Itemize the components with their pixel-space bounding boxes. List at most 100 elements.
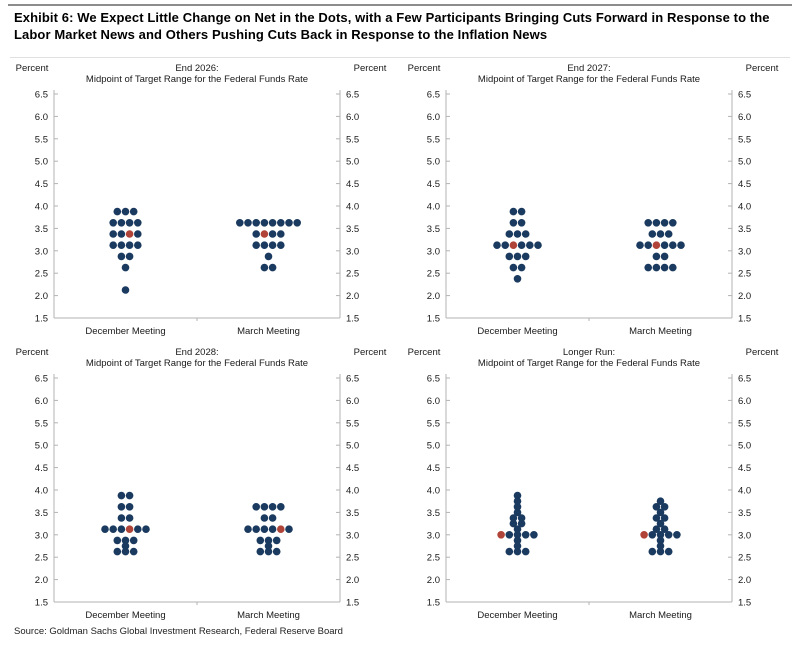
y-tick-label-left: 6.5 xyxy=(427,90,440,101)
y-tick-label-left: 3.0 xyxy=(427,246,440,257)
y-tick-label-left: 2.0 xyxy=(427,291,440,302)
fomc-dot xyxy=(260,219,269,227)
y-tick-label-left: 2.0 xyxy=(35,291,48,302)
y-axis-unit-label-left: Percent xyxy=(408,63,441,74)
y-tick-label-left: 4.5 xyxy=(35,179,48,190)
fomc-dot xyxy=(513,508,522,517)
fomc-dot xyxy=(669,241,677,249)
top-rule xyxy=(8,4,792,6)
fomc-dot xyxy=(252,219,260,227)
y-tick-label-left: 3.5 xyxy=(35,224,48,235)
fomc-dot xyxy=(268,230,277,238)
gs-forecast-dot xyxy=(509,241,518,249)
fomc-dot xyxy=(509,219,518,227)
fomc-dot xyxy=(272,547,281,556)
fomc-dot xyxy=(644,241,652,249)
fomc-dot xyxy=(125,252,134,261)
y-tick-label-right: 3.5 xyxy=(346,224,359,235)
fomc-dot xyxy=(493,241,501,249)
fomc-dot xyxy=(113,536,122,545)
exhibit-header: Exhibit 6: We Expect Little Change on Ne… xyxy=(14,10,790,44)
fomc-dot xyxy=(101,525,109,533)
fomc-dot xyxy=(264,547,273,556)
y-tick-label-left: 3.0 xyxy=(427,530,440,541)
y-tick-label-right: 6.0 xyxy=(346,396,359,407)
category-label: March Meeting xyxy=(629,326,692,337)
fomc-dot xyxy=(125,491,134,500)
y-tick-label-left: 5.0 xyxy=(427,157,440,168)
fomc-dot xyxy=(660,525,669,533)
y-tick-label-right: 1.5 xyxy=(738,598,751,609)
fomc-dot xyxy=(256,547,265,556)
fomc-dot xyxy=(656,508,665,517)
fomc-dot xyxy=(648,547,657,556)
fomc-dot xyxy=(521,531,530,539)
fomc-dot xyxy=(513,491,522,500)
y-tick-label-right: 4.0 xyxy=(738,202,751,213)
y-tick-label-left: 3.5 xyxy=(427,224,440,235)
fomc-dot xyxy=(656,230,665,238)
fomc-dot xyxy=(134,241,142,249)
fomc-dot xyxy=(660,241,669,249)
y-tick-label-right: 5.0 xyxy=(346,157,359,168)
fomc-dot xyxy=(513,503,522,511)
fomc-dot xyxy=(513,525,522,533)
y-tick-label-left: 5.5 xyxy=(35,134,48,145)
y-tick-label-left: 5.0 xyxy=(35,157,48,168)
fomc-dot xyxy=(644,219,652,227)
fomc-dot xyxy=(505,230,514,238)
y-tick-label-right: 2.0 xyxy=(738,291,751,302)
category-label: December Meeting xyxy=(85,326,165,337)
panel-subtitle: Midpoint of Target Range for the Federal… xyxy=(478,358,700,369)
fomc-dot xyxy=(509,263,518,272)
fomc-dot xyxy=(656,519,665,528)
fomc-dot xyxy=(117,219,126,227)
panel-subtitle: Midpoint of Target Range for the Federal… xyxy=(86,74,308,85)
y-axis-unit-label-right: Percent xyxy=(746,347,779,358)
dot-plot-panel-longer-run: Percent Percent Longer Run:Midpoint of Tar… xyxy=(408,347,779,621)
y-tick-label-right: 6.5 xyxy=(346,90,359,101)
fomc-dot xyxy=(252,241,260,249)
y-tick-label-left: 5.5 xyxy=(35,418,48,429)
fomc-dot xyxy=(513,275,522,283)
fomc-dot xyxy=(509,514,518,522)
y-tick-label-right: 2.5 xyxy=(738,553,751,564)
fomc-dot xyxy=(652,525,661,533)
fomc-dot xyxy=(513,547,522,556)
panel-title: End 2027: xyxy=(567,63,610,74)
fomc-dot xyxy=(121,263,130,272)
y-tick-label-right: 6.5 xyxy=(738,374,751,385)
y-tick-label-left: 4.5 xyxy=(427,463,440,474)
y-tick-label-right: 1.5 xyxy=(738,314,751,325)
fomc-dot xyxy=(117,525,126,533)
panel-title: End 2028: xyxy=(175,347,218,358)
fomc-dot xyxy=(526,241,534,249)
fomc-dot xyxy=(517,241,526,249)
y-tick-label-right: 5.0 xyxy=(738,157,751,168)
fomc-dot xyxy=(109,219,117,227)
fomc-dot xyxy=(113,207,122,216)
category-label: December Meeting xyxy=(85,610,165,621)
y-tick-label-right: 3.0 xyxy=(346,530,359,541)
fomc-dot xyxy=(117,230,126,238)
fomc-dot xyxy=(669,263,677,272)
y-tick-label-left: 3.0 xyxy=(35,246,48,257)
fomc-dot xyxy=(129,207,138,216)
y-tick-label-right: 3.5 xyxy=(738,508,751,519)
fomc-dot xyxy=(125,241,134,249)
exhibit-title: Exhibit 6: We Expect Little Change on Ne… xyxy=(14,10,770,42)
fomc-dot xyxy=(660,263,669,272)
panel-subtitle: Midpoint of Target Range for the Federal… xyxy=(478,74,700,85)
fomc-dot xyxy=(134,219,142,227)
fomc-dot xyxy=(260,503,269,511)
y-tick-label-left: 6.0 xyxy=(427,396,440,407)
fomc-dot xyxy=(656,497,665,505)
gs-forecast-dot xyxy=(497,531,505,539)
category-label: December Meeting xyxy=(477,326,557,337)
fomc-dot xyxy=(268,263,277,272)
y-tick-label-left: 6.0 xyxy=(35,112,48,123)
y-tick-label-left: 5.5 xyxy=(427,134,440,145)
fomc-dot xyxy=(252,525,260,533)
fomc-dot xyxy=(673,531,681,539)
fomc-dot xyxy=(125,503,134,511)
